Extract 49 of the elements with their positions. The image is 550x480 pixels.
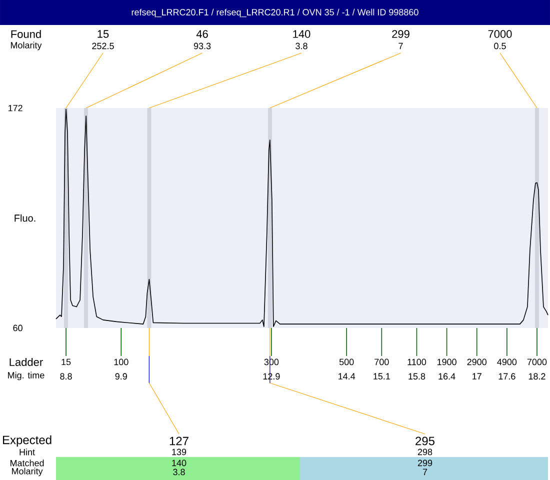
text: 298 [418,448,432,456]
text: 15 [62,358,71,366]
x-tick-label: 8.8 [60,373,72,380]
text: Found [11,30,41,38]
x-tick-label: 15.8 [408,373,426,380]
x-tick-label: 17.6 [498,373,516,380]
annotation: 3.8 [296,42,308,50]
text: 4900 [497,358,517,366]
line-series [56,108,548,328]
text: 46 [196,30,208,38]
x-tick-label: 18.2 [528,373,546,380]
text: 1100 [408,358,426,366]
chart-title: refseq_LRRC20.F1 / refseq_LRRC20.R1 / OVN 35 / -1 / Well ID 998860 [132,8,418,18]
text: 7000 [488,30,512,38]
text: 299 [418,460,432,466]
text: Ladder [10,358,43,366]
text: 500 [339,358,354,366]
text: 299 [392,30,410,38]
text: 2900 [467,358,487,366]
annotation: 0.5 [494,42,506,50]
annotation: 252.5 [92,42,114,50]
x-tick-label: 15.1 [374,373,390,380]
text: 15 [98,30,109,38]
x-tick-label: 9.9 [115,373,127,380]
y-axis-title: Fluo. [14,214,36,222]
annotation: 127 [170,436,188,446]
x-tick-label: 16.4 [438,373,456,380]
y-tick-label: 172 [8,104,22,112]
text: Hint [20,448,35,456]
text: 140 [172,460,186,466]
x-tick-label: 17 [472,373,482,380]
text: 7000 [527,358,547,366]
text: 140 [293,30,310,38]
text: 139 [172,448,186,456]
x-tick-label: 14.4 [338,373,356,380]
text: Molarity [10,42,42,50]
text: 7 [422,468,428,476]
x-axis-title: Mig. time [8,372,44,380]
y-tick-label: 60 [13,324,22,332]
text: 3.8 [173,468,185,476]
text: Expected [3,435,52,447]
text: Matched [10,460,44,466]
text: 100 [114,358,128,366]
annotation: 295 [416,436,434,446]
text: 1900 [437,358,456,366]
text: Molarity [12,468,43,476]
annotation: 93.3 [194,42,211,50]
annotation: 7 [398,42,403,50]
text: 700 [374,358,389,366]
